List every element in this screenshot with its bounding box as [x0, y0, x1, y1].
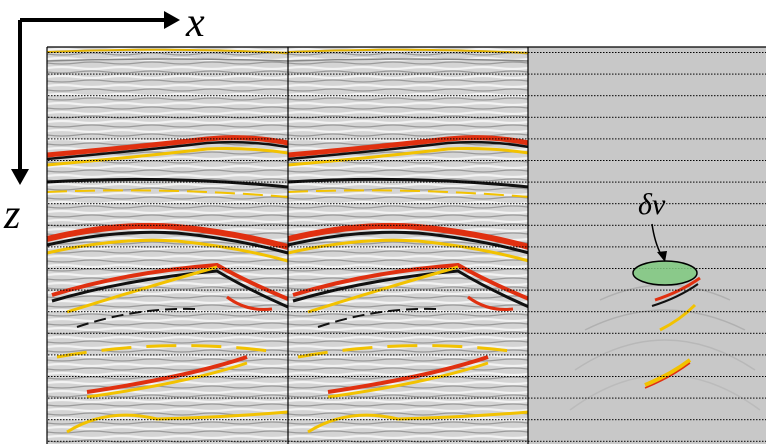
anomaly-ellipse [632, 260, 698, 286]
axis-arrows [11, 11, 180, 185]
z-axis-label: z [3, 192, 20, 238]
arrow-head [657, 251, 667, 262]
annotation-label: δv [638, 188, 666, 221]
x-axis-label: x [185, 0, 205, 46]
dotted-grid [47, 47, 766, 444]
panel-borders [46, 46, 766, 444]
